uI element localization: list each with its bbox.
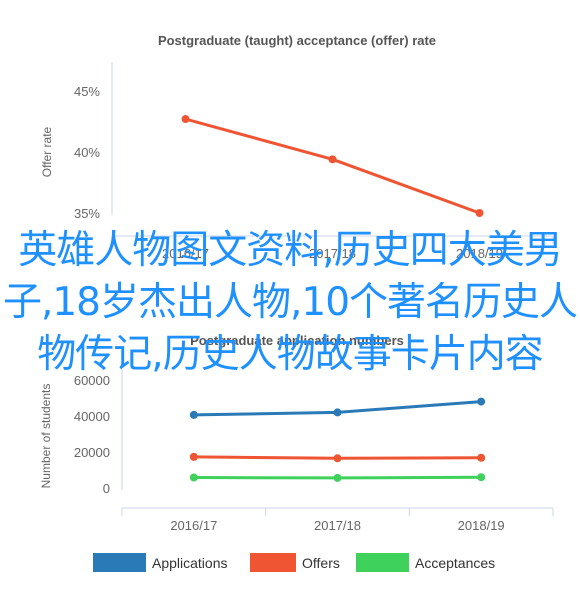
y-axis-label: Offer rate [40, 126, 54, 177]
plot-area [189, 397, 486, 482]
legend-swatch [93, 553, 146, 572]
legend-label: Acceptances [415, 555, 495, 571]
data-point [477, 473, 486, 482]
y-tick-label: 40000 [74, 409, 110, 424]
x-axis-ticks: 2016/17 2017/18 2018/19 [121, 507, 554, 533]
legend-swatch [356, 553, 409, 572]
x-tick-label: 2017/18 [309, 246, 356, 261]
chart-title: Postgraduate (taught) acceptance (offer)… [158, 33, 436, 48]
x-axis-ticks: 2016/17 2017/18 2018/19 [111, 235, 554, 261]
data-point [477, 397, 486, 406]
data-point [333, 454, 342, 463]
y-axis-label: Number of students [39, 384, 53, 489]
legend-label: Offers [302, 555, 340, 571]
y-axis-ticks: 0 20000 40000 60000 [74, 362, 123, 496]
legend-swatch [250, 553, 296, 572]
chart-offer-rate: Postgraduate (taught) acceptance (offer)… [40, 33, 554, 261]
x-tick-label: 2016/17 [170, 518, 217, 533]
overlay-title-text: 英雄人物图文资料,历史四大美男子,18岁杰出人物,10个著名历史人物传记,历史人… [2, 228, 578, 377]
chart-title: Postgraduate application numbers [190, 333, 404, 348]
x-tick-label: 2016/17 [162, 246, 209, 261]
data-point [475, 209, 484, 217]
x-tick-label: 2018/19 [458, 518, 505, 533]
series-line [184, 117, 481, 215]
legend: Applications Offers Acceptances [93, 553, 495, 572]
y-tick-label: 45% [74, 84, 100, 99]
y-tick-label: 20000 [74, 445, 110, 460]
y-axis-ticks: 35% 40% 45% [74, 62, 113, 221]
y-tick-label: 0 [103, 481, 110, 496]
x-tick-label: 2018/19 [456, 246, 503, 261]
data-point [328, 155, 337, 164]
data-point [189, 410, 198, 419]
y-tick-label: 35% [74, 206, 100, 221]
data-point [333, 473, 342, 482]
legend-label: Applications [152, 555, 228, 571]
data-point [333, 408, 342, 417]
chart-application-numbers: Postgraduate application numbers Number … [39, 333, 554, 572]
data-point [477, 453, 486, 462]
y-tick-label: 40% [74, 145, 100, 160]
data-point [189, 473, 198, 482]
data-point [189, 452, 198, 461]
x-tick-label: 2017/18 [314, 518, 361, 533]
y-tick-label: 60000 [74, 373, 110, 388]
plot-area [181, 115, 484, 217]
data-point [181, 115, 190, 124]
